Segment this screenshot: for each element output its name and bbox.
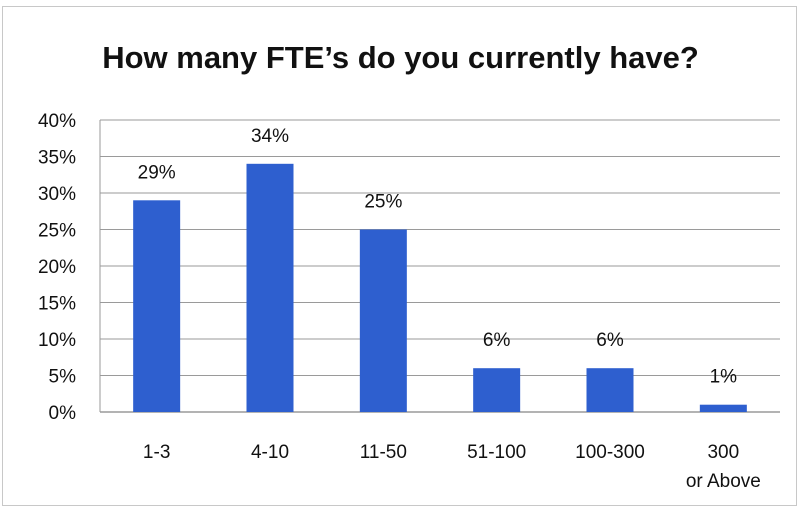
x-tick-label: 100-300 xyxy=(575,442,645,463)
x-tick-label: 300 or Above xyxy=(686,442,761,492)
y-tick-label: 25% xyxy=(38,221,76,242)
bar xyxy=(473,368,521,412)
y-tick-label: 20% xyxy=(38,257,76,278)
bar xyxy=(246,163,294,412)
y-tick-label: 15% xyxy=(38,294,76,315)
x-tick-label: 11-50 xyxy=(360,442,407,463)
y-tick-label: 10% xyxy=(38,330,76,351)
y-tick-label: 40% xyxy=(38,111,76,132)
data-label: 6% xyxy=(483,330,511,351)
bar xyxy=(699,404,747,412)
bar xyxy=(359,229,407,412)
data-label: 29% xyxy=(138,162,176,183)
bar xyxy=(586,368,634,412)
chart-title: How many FTE’s do you currently have? xyxy=(102,40,699,75)
data-label: 34% xyxy=(251,126,289,147)
x-tick-label: 51-100 xyxy=(467,442,526,463)
y-tick-label: 30% xyxy=(38,184,76,205)
data-label: 6% xyxy=(596,330,624,351)
y-tick-label: 35% xyxy=(38,148,76,169)
y-tick-label: 0% xyxy=(49,403,77,424)
y-tick-label: 5% xyxy=(49,367,77,388)
x-tick-label: 4-10 xyxy=(251,442,289,463)
bar xyxy=(133,200,181,412)
x-tick-label: 1-3 xyxy=(143,442,170,463)
data-label: 1% xyxy=(710,367,738,388)
data-label: 25% xyxy=(364,192,402,213)
